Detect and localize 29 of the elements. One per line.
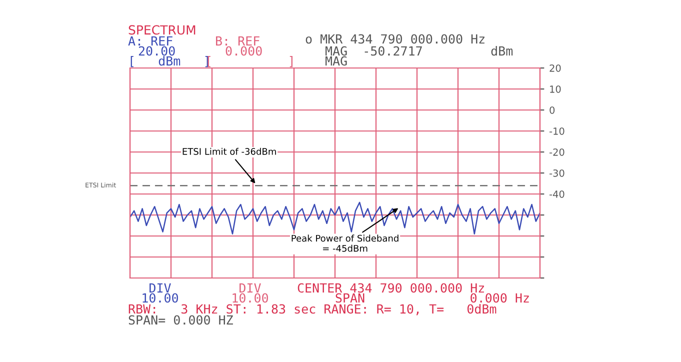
text: 0.000 Hz: [470, 293, 529, 303]
y-tick-label: 0: [550, 106, 555, 114]
y-tick-label: -20: [550, 148, 564, 156]
text: 10.00: [232, 293, 268, 303]
text: SPAN= 0.000 HZ: [128, 315, 233, 325]
y-tick-label: -10: [550, 127, 564, 135]
text: 20.00: [138, 46, 175, 56]
annotation: ETSI Limit of -36dBm: [182, 148, 276, 155]
chart-title: SPECTRUM: [128, 25, 196, 35]
text: [ ]: [208, 56, 292, 68]
y-tick-label: -30: [550, 169, 564, 177]
y-tick-label: 20: [550, 64, 561, 72]
y-tick-label: 10: [550, 85, 561, 93]
text: CENTER 434 790 000.000 Hz: [298, 283, 484, 293]
text: A: REF: [128, 36, 172, 46]
annotation: Peak Power of Sideband = -45dBm: [292, 234, 398, 252]
line-series: [130, 202, 540, 235]
text: SPAN: [336, 293, 364, 303]
text: 10.00: [142, 293, 178, 303]
text: DIV: [240, 283, 261, 292]
text: 0.000: [226, 46, 262, 56]
text: RBW: 3 KHz ST: 1.83 sec RANGE: R= 10, T= 0dBm: [128, 304, 496, 316]
text: MAG -50.2717 dBm: [326, 46, 513, 56]
text: B: REF: [216, 36, 260, 46]
text: [ dBm ]: [130, 56, 208, 68]
text: o MKR 434 790 000.000 Hz: [306, 34, 484, 44]
text: MAG: [326, 56, 347, 66]
text: DIV: [150, 283, 171, 292]
y-tick-label: -40: [550, 190, 564, 198]
